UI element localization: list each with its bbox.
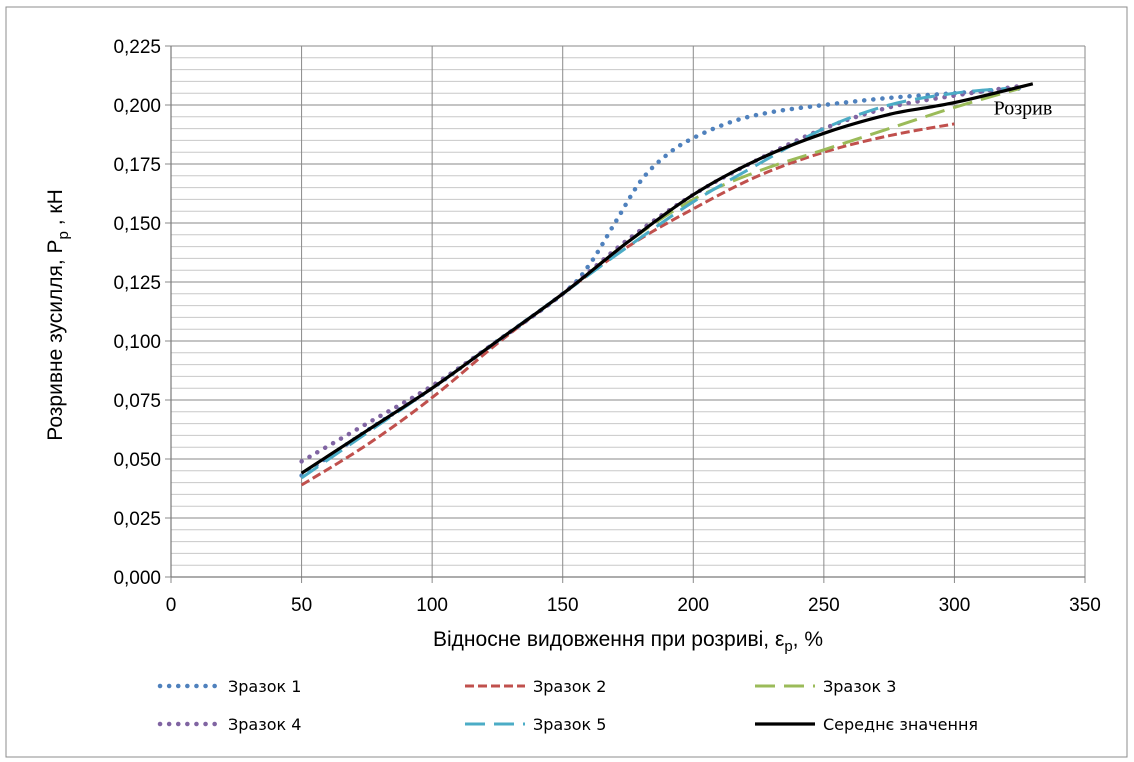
- y-tick-label: 0,075: [113, 391, 161, 412]
- x-axis-title-subscript: р: [784, 638, 792, 655]
- y-tick-label: 0,025: [113, 509, 161, 530]
- legend-label-3: Зразок 3: [823, 677, 896, 696]
- y-tick-label: 0,225: [113, 37, 161, 58]
- x-tick-label: 300: [939, 595, 971, 616]
- axes: 0,000 0,025 0,050 0,075 0,100 0,125 0,150 0,175…: [113, 37, 1100, 616]
- legend: Зразок 1 Зразок 2 Зразок 3 Зразок 4 Зразок 5…: [157, 677, 978, 734]
- y-tick-label: 0,050: [113, 450, 161, 471]
- x-tick-label: 350: [1069, 595, 1101, 616]
- legend-label-2: Зразок 2: [533, 677, 606, 696]
- y-tick-label: 0,100: [113, 332, 161, 353]
- legend-label-1: Зразок 1: [228, 677, 301, 696]
- legend-label-4: Зразок 4: [228, 715, 301, 734]
- y-axis-title-tail: , кН: [44, 189, 67, 231]
- y-tick-label: 0,125: [113, 273, 161, 294]
- series-line-1: [299, 86, 1022, 478]
- y-tick-label: 0,000: [113, 568, 161, 589]
- x-tick-label: 0: [166, 595, 177, 616]
- y-tick-label: 0,175: [113, 155, 161, 176]
- series-lines: [299, 82, 1034, 487]
- x-axis-title: Відносне видовження при розриві, εр, %: [433, 628, 823, 655]
- annotation-break: Розрив: [994, 97, 1053, 119]
- legend-label-6: Середнє значення: [823, 715, 978, 734]
- y-tick-label: 0,200: [113, 96, 161, 117]
- y-axis-title: Розривне зусилля, Рр , кН: [44, 189, 72, 440]
- x-tick-label: 50: [291, 595, 312, 616]
- series-line-2: [300, 122, 955, 487]
- x-tick-label: 100: [416, 595, 448, 616]
- x-tick-label: 150: [547, 595, 579, 616]
- x-tick-label: 250: [808, 595, 840, 616]
- series-line-4: [299, 83, 1022, 464]
- series-line-6: [300, 82, 1034, 475]
- y-axis-title-subscript: р: [55, 231, 72, 239]
- y-tick-label: 0,150: [113, 214, 161, 235]
- x-axis-title-tail: , %: [793, 628, 823, 651]
- chart-frame: [5, 6, 1128, 758]
- x-axis-title-main: Відносне видовження при розриві, ε: [433, 628, 784, 651]
- y-axis-title-main: Розривне зусилля, Р: [44, 239, 67, 440]
- legend-label-5: Зразок 5: [533, 715, 606, 734]
- x-tick-label: 200: [677, 595, 709, 616]
